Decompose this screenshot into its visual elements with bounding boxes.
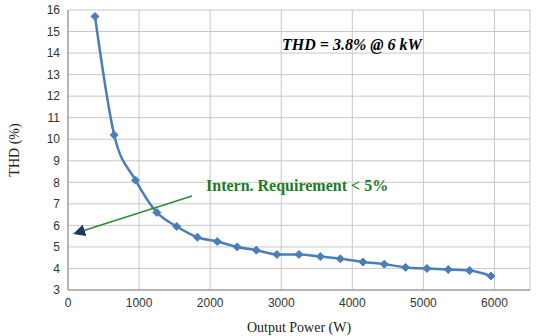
svg-text:1000: 1000 xyxy=(126,296,153,310)
svg-text:14: 14 xyxy=(47,46,61,60)
svg-text:10: 10 xyxy=(47,132,61,146)
svg-text:6: 6 xyxy=(53,219,60,233)
svg-text:Output Power (W): Output Power (W) xyxy=(247,320,352,336)
svg-text:5: 5 xyxy=(53,240,60,254)
svg-text:9: 9 xyxy=(53,154,60,168)
svg-text:7: 7 xyxy=(53,197,60,211)
svg-text:8: 8 xyxy=(53,176,60,190)
svg-text:12: 12 xyxy=(47,89,61,103)
svg-text:0: 0 xyxy=(65,296,72,310)
svg-text:Intern. Requirement < 5%: Intern. Requirement < 5% xyxy=(206,177,388,195)
svg-text:13: 13 xyxy=(47,68,61,82)
svg-text:11: 11 xyxy=(48,111,61,125)
svg-text:3: 3 xyxy=(53,283,60,297)
svg-text:4: 4 xyxy=(53,262,60,276)
svg-text:THD = 3.8% @ 6 kW: THD = 3.8% @ 6 kW xyxy=(282,36,424,54)
svg-text:2000: 2000 xyxy=(197,296,224,310)
svg-text:4000: 4000 xyxy=(339,296,366,310)
svg-text:5000: 5000 xyxy=(410,296,437,310)
svg-text:16: 16 xyxy=(47,3,61,17)
svg-text:3000: 3000 xyxy=(268,296,295,310)
svg-text:6000: 6000 xyxy=(481,296,508,310)
svg-text:15: 15 xyxy=(47,25,61,39)
svg-text:THD (%): THD (%) xyxy=(8,123,23,177)
